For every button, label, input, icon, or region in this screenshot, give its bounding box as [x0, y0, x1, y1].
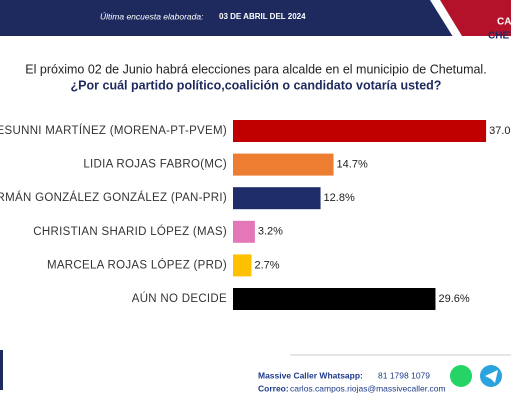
category-label: MARCELA ROJAS LÓPEZ (PRD) — [47, 258, 227, 271]
footer-edge — [0, 350, 3, 390]
header-label: Última encuesta elaborada: — [100, 11, 204, 21]
bar — [233, 288, 436, 310]
value-label: 29.6% — [438, 293, 469, 305]
whatsapp-icon[interactable] — [450, 365, 472, 387]
footer-text: 81 1798 1079 — [378, 370, 430, 380]
bar — [233, 220, 255, 243]
footer-text: carlos.campos.riojas@massivecaller.com — [290, 383, 446, 393]
value-label: 37.0 — [489, 125, 510, 137]
category-label: LIDIA ROJAS FABRO(MC) — [83, 159, 227, 171]
value-label: 12.8% — [324, 192, 355, 204]
bar — [233, 153, 334, 176]
chart-subtitle: ¿Por cuál partido político,coalición o c… — [71, 78, 442, 92]
category-label: CHRISTIAN SHARID LÓPEZ (MAS) — [33, 225, 227, 238]
category-label: RMÁN GONZÁLEZ GONZÁLEZ (PAN-PRI) — [0, 191, 227, 204]
bar — [233, 254, 252, 277]
header-corner: CHET — [488, 31, 511, 42]
value-label: 2.7% — [254, 259, 279, 271]
footer-label: Correo: — [258, 383, 289, 393]
header-date: 03 DE ABRIL DEL 2024 — [219, 12, 306, 21]
bar — [233, 120, 487, 142]
chart-title: El próximo 02 de Junio habrá elecciones … — [25, 62, 486, 76]
bar — [233, 187, 321, 210]
footer-label: Massive Caller Whatsapp: — [258, 370, 363, 380]
header-corner: CA — [497, 17, 511, 28]
header-band — [0, 0, 511, 36]
telegram-glyph — [485, 370, 498, 383]
header-accent — [440, 0, 511, 36]
category-label: ESUNNI MARTÍNEZ (MORENA-PT-PVEM) — [0, 124, 227, 137]
category-label: AÚN NO DECIDE — [132, 292, 227, 305]
value-label: 14.7% — [337, 159, 368, 171]
value-label: 3.2% — [258, 226, 283, 238]
